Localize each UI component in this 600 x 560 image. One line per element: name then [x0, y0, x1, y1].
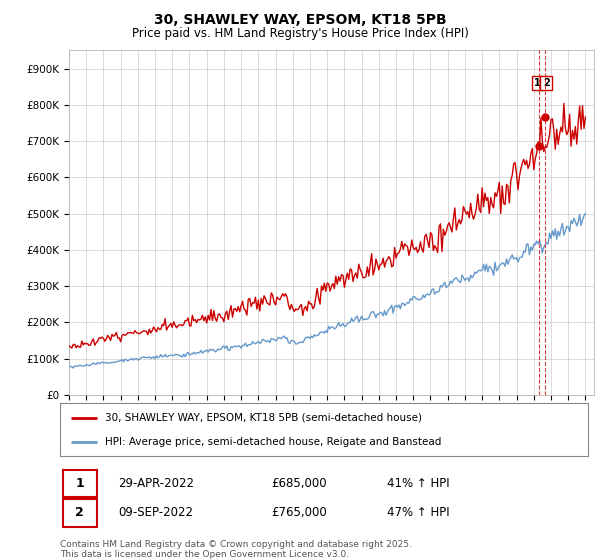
Text: 09-SEP-2022: 09-SEP-2022	[118, 506, 193, 520]
Text: Contains HM Land Registry data © Crown copyright and database right 2025.
This d: Contains HM Land Registry data © Crown c…	[60, 540, 412, 559]
Text: 47% ↑ HPI: 47% ↑ HPI	[388, 506, 450, 520]
Text: 30, SHAWLEY WAY, EPSOM, KT18 5PB (semi-detached house): 30, SHAWLEY WAY, EPSOM, KT18 5PB (semi-d…	[105, 413, 422, 423]
Text: 1: 1	[534, 78, 541, 88]
Text: 2: 2	[543, 78, 550, 88]
Text: 2: 2	[75, 506, 84, 520]
Text: 41% ↑ HPI: 41% ↑ HPI	[388, 477, 450, 490]
Text: 1: 1	[75, 477, 84, 490]
Text: Price paid vs. HM Land Registry's House Price Index (HPI): Price paid vs. HM Land Registry's House …	[131, 27, 469, 40]
Text: £765,000: £765,000	[271, 506, 327, 520]
Text: 30, SHAWLEY WAY, EPSOM, KT18 5PB: 30, SHAWLEY WAY, EPSOM, KT18 5PB	[154, 13, 446, 27]
FancyBboxPatch shape	[62, 500, 97, 526]
Text: HPI: Average price, semi-detached house, Reigate and Banstead: HPI: Average price, semi-detached house,…	[105, 437, 441, 447]
FancyBboxPatch shape	[62, 470, 97, 497]
Text: 29-APR-2022: 29-APR-2022	[118, 477, 194, 490]
Text: £685,000: £685,000	[271, 477, 327, 490]
